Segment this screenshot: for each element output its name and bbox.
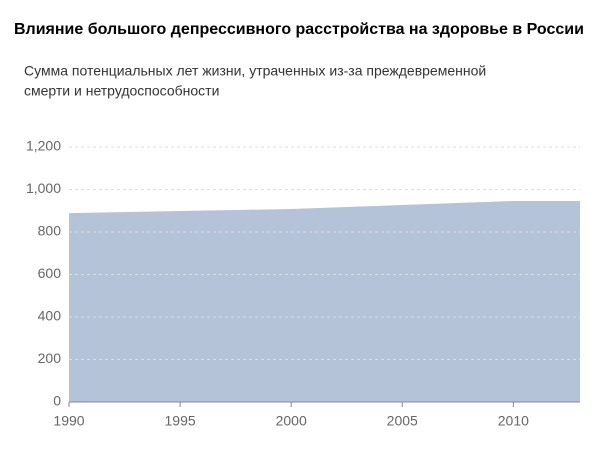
chart-title: Влияние большого депрессивного расстройс…: [14, 21, 584, 38]
y-tick-label: 600: [38, 265, 62, 281]
chart-subtitle: смерти и нетрудоспособности: [24, 83, 219, 99]
y-tick-label: 0: [53, 393, 61, 409]
chart-subtitle: Сумма потенциальных лет жизни, утраченны…: [24, 63, 486, 79]
x-tick-label: 2005: [387, 413, 418, 429]
y-tick-label: 1,200: [26, 138, 61, 154]
x-tick-label: 1990: [53, 413, 84, 429]
y-tick-label: 400: [38, 308, 62, 324]
y-tick-label: 1,000: [26, 180, 61, 196]
area: [69, 200, 580, 402]
x-tick-label: 2000: [276, 413, 307, 429]
x-tick-label: 2010: [498, 413, 529, 429]
x-tick-label: 1995: [165, 413, 196, 429]
y-tick-label: 800: [38, 223, 62, 239]
y-tick-label: 200: [38, 350, 62, 366]
